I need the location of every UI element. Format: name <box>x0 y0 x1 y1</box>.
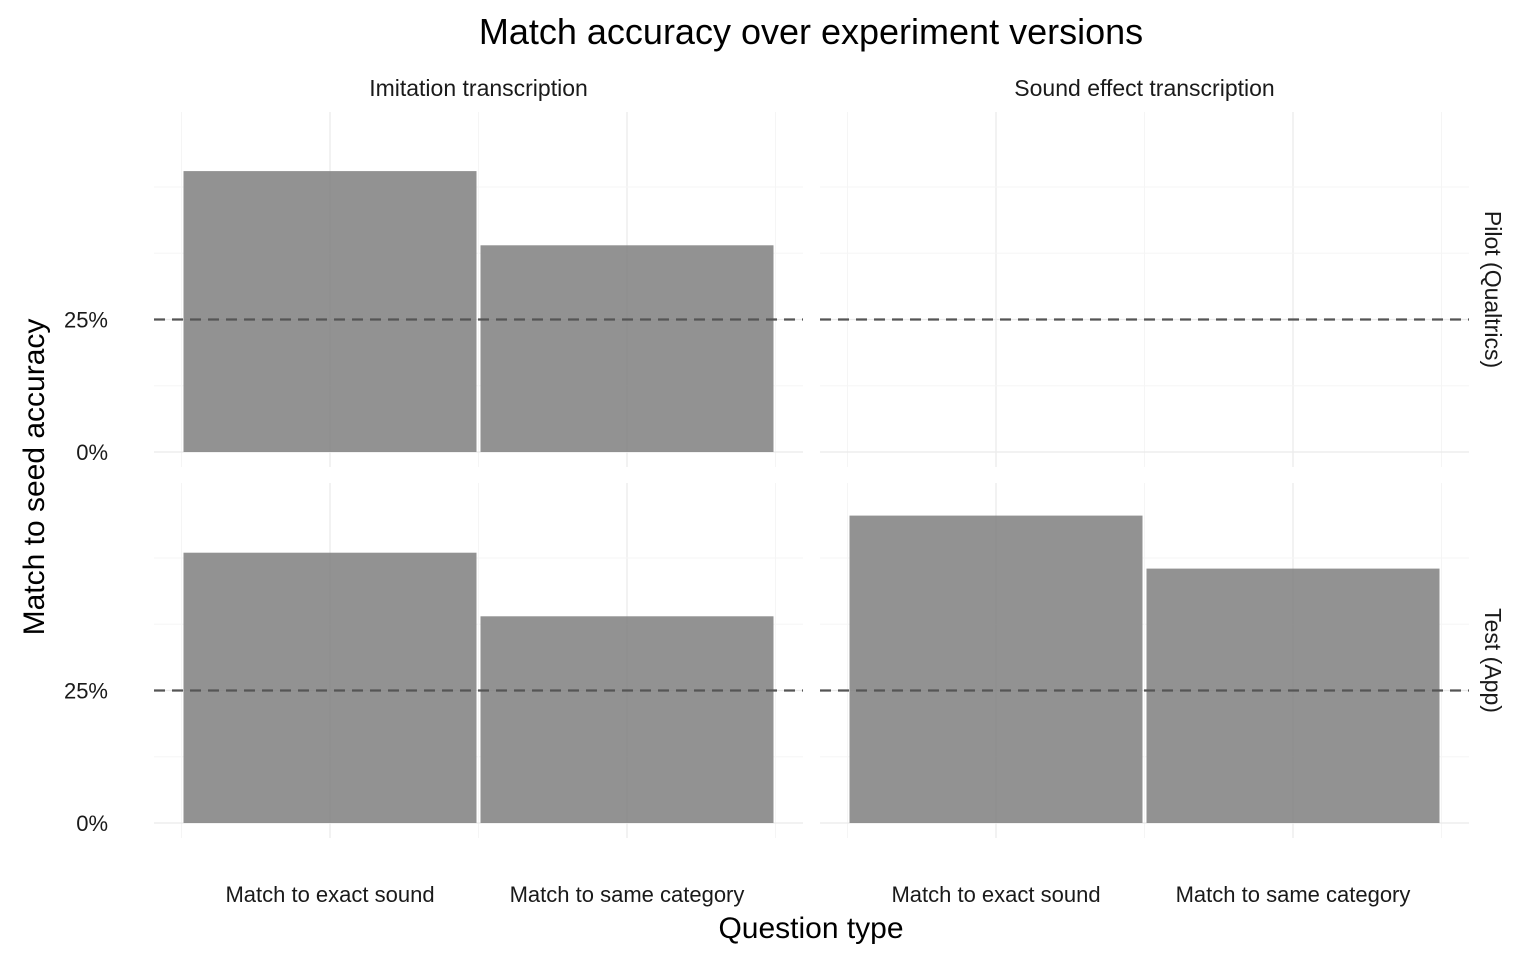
panel-pilot-qualtrics-imitation-transcription <box>154 112 803 467</box>
row-strip-label: Pilot (Qualtrics) <box>1480 211 1506 368</box>
x-tick-label: Match to same category <box>510 882 745 907</box>
y-axis-title: Match to seed accuracy <box>18 319 51 636</box>
x-tick-label: Match to same category <box>1176 882 1411 907</box>
bar-match-to-same-category <box>480 616 774 823</box>
x-axis-title: Question type <box>718 912 903 945</box>
x-tick-label: Match to exact sound <box>891 882 1100 907</box>
bar-match-to-exact-sound <box>183 552 477 823</box>
bar-match-to-same-category <box>480 245 774 452</box>
bar-match-to-exact-sound <box>183 171 477 452</box>
y-tick-label: 25% <box>64 679 108 704</box>
column-strip-label: Imitation transcription <box>369 75 588 101</box>
panel-test-app-imitation-transcription <box>154 483 803 838</box>
chart-title: Match accuracy over experiment versions <box>479 11 1143 52</box>
panel-test-app-sound-effect-transcription <box>820 483 1469 838</box>
facet-panels: 0% 25% Pilot (Qualtrics) 0% 25% Test (App) Imi… <box>64 75 1506 907</box>
bar-match-to-same-category <box>1146 568 1440 823</box>
bar-match-to-exact-sound <box>849 515 1143 823</box>
panel-pilot-qualtrics-sound-effect-transcription <box>820 112 1469 467</box>
y-tick-label: 0% <box>76 811 108 836</box>
column-strip-label: Sound effect transcription <box>1014 75 1274 101</box>
row-strip-label: Test (App) <box>1480 608 1506 713</box>
y-tick-label: 25% <box>64 308 108 333</box>
y-tick-label: 0% <box>76 440 108 465</box>
x-tick-label: Match to exact sound <box>225 882 434 907</box>
